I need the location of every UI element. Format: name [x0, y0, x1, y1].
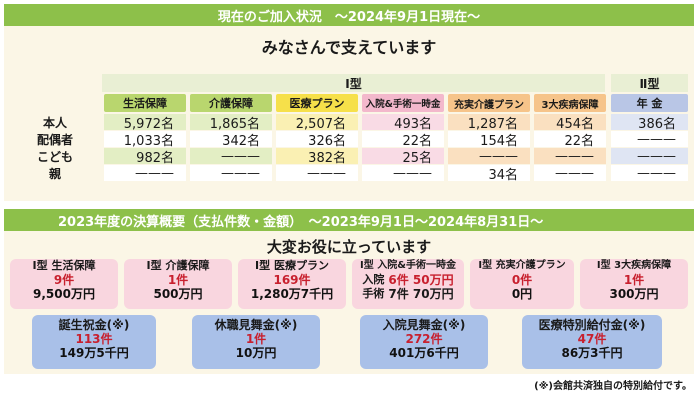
card-count: 169件: [273, 273, 311, 287]
card-count: 272件: [405, 332, 443, 346]
cell-parent-pension: ———: [611, 165, 688, 181]
card-birth-celebration: 誕生祝金(※) 113件 149万5千円: [32, 315, 156, 369]
card-hospital-surgery-lump: Ⅰ型 入院&手術一時金 入院 6件 50万円 手術 7件 70万円: [352, 259, 464, 309]
card-hospital-value: 6件 50万円: [388, 273, 454, 287]
cell-parent-hospital: ———: [362, 165, 444, 181]
card-count: 0件: [511, 273, 533, 287]
type1-header: Ⅰ型: [102, 74, 605, 92]
card-title: Ⅰ型 入院&手術一時金: [360, 260, 456, 271]
card-hospital-line: 入院 6件 50万円: [352, 273, 464, 287]
card-amount: 0円: [511, 287, 533, 301]
membership-status-subtitle: みなさんで支えています: [261, 38, 437, 57]
card-leave-sympathy: 休職見舞金(※) 1件 10万円: [192, 315, 320, 369]
card-amount: 86万3千円: [561, 346, 623, 360]
cell-spouse-hospital: 22名: [362, 131, 444, 149]
card-count: 1件: [623, 273, 645, 287]
card-amount: 10万円: [235, 346, 277, 360]
col-pension: 年 金: [611, 94, 688, 112]
cell-parent-life: ———: [104, 165, 186, 181]
card-title: Ⅰ型 介護保障: [146, 259, 210, 272]
card-three-major-diseases: Ⅰ型 3大疾病保障 1件 300万円: [580, 259, 688, 309]
row-label-parent: 親: [48, 166, 61, 181]
cell-parent-care: ———: [190, 165, 272, 181]
card-title: 誕生祝金(※): [58, 318, 130, 332]
cell-spouse-life: 1,033名: [104, 131, 186, 149]
row-label-spouse: 配偶者: [36, 132, 73, 147]
cell-parent-medical: ———: [276, 165, 358, 181]
cell-self-life: 5,972名: [104, 114, 186, 132]
settlement-summary-subtitle: 大変お役に立っています: [266, 238, 432, 256]
card-amount: 1,280万7千円: [250, 287, 334, 301]
card-title: 休職見舞金(※): [214, 318, 298, 332]
cell-parent-enhanced-care: 34名: [448, 165, 530, 183]
row-label-child: こども: [36, 149, 73, 164]
cell-spouse-enhanced-care: 154名: [448, 131, 530, 149]
col-hospital-surgery-lump: 入院&手術一時金: [362, 94, 444, 112]
col-medical-plan: 医療プラン: [276, 94, 358, 112]
cell-spouse-medical: 326名: [276, 131, 358, 149]
card-amount: 9,500万円: [33, 287, 95, 301]
col-care-protection: 介護保障: [190, 94, 272, 112]
cell-self-hospital: 493名: [362, 114, 444, 132]
card-amount: 401万6千円: [389, 346, 459, 360]
card-title: 医療特別給付金(※): [538, 318, 646, 332]
card-amount: 149万5千円: [59, 346, 129, 360]
card-hospital-label: 入院: [362, 273, 385, 286]
settlement-summary-section: 2023年度の決算概要（支払件数・金額） ～2023年9月1日～2024年8月3…: [4, 209, 694, 374]
cell-self-three-diseases: 454名: [534, 114, 606, 132]
cell-child-care: ———: [190, 148, 272, 164]
cell-self-care: 1,865名: [190, 114, 272, 132]
cell-child-enhanced-care: ———: [448, 148, 530, 164]
card-count: 9件: [53, 273, 75, 287]
card-hospital-sympathy: 入院見舞金(※) 272件 401万6千円: [360, 315, 488, 369]
col-enhanced-care-plan: 充実介護プラン: [448, 94, 530, 112]
col-three-major-diseases: 3大疾病保障: [534, 94, 606, 112]
cell-child-medical: 382名: [276, 148, 358, 166]
card-count: 1件: [167, 273, 189, 287]
row-label-self: 本人: [42, 115, 67, 130]
cell-self-pension: 386名: [611, 114, 688, 132]
cell-spouse-care: 342名: [190, 131, 272, 149]
card-care-protection: Ⅰ型 介護保障 1件 500万円: [124, 259, 232, 309]
cell-spouse-pension: ———: [611, 131, 688, 147]
cell-child-pension: ———: [611, 148, 688, 164]
cell-child-hospital: 25名: [362, 148, 444, 166]
cell-spouse-three-diseases: 22名: [534, 131, 606, 149]
col-life-protection: 生活保障: [104, 94, 186, 112]
cell-self-enhanced-care: 1,287名: [448, 114, 530, 132]
card-enhanced-care-plan: Ⅰ型 充実介護プラン 0件 0円: [470, 259, 574, 309]
cell-parent-three-diseases: ———: [534, 165, 606, 181]
card-surgery-label: 手術: [362, 287, 385, 300]
card-title: Ⅰ型 生活保障: [32, 259, 96, 272]
card-title: 入院見舞金(※): [382, 318, 466, 332]
type2-header: Ⅱ型: [611, 74, 688, 92]
card-title: Ⅰ型 3大疾病保障: [596, 260, 672, 271]
card-medical-special-benefit: 医療特別給付金(※) 47件 86万3千円: [522, 315, 662, 369]
card-life-protection: Ⅰ型 生活保障 9件 9,500万円: [10, 259, 118, 309]
card-surgery-value: 7件 70万円: [388, 287, 454, 301]
card-medical-plan: Ⅰ型 医療プラン 169件 1,280万7千円: [238, 259, 346, 309]
membership-status-section: 現在のご加入状況 ～2024年9月1日現在～ みなさんで支えています Ⅰ型 Ⅱ型…: [4, 4, 694, 201]
cell-child-life: 982名: [104, 148, 186, 166]
cell-self-medical: 2,507名: [276, 114, 358, 132]
card-amount: 500万円: [153, 287, 203, 301]
membership-status-header: 現在のご加入状況 ～2024年9月1日現在～: [4, 4, 694, 26]
card-count: 1件: [245, 332, 267, 346]
card-surgery-line: 手術 7件 70万円: [352, 287, 464, 301]
card-count: 113件: [75, 332, 113, 346]
card-title: Ⅰ型 医療プラン: [255, 259, 329, 272]
cell-child-three-diseases: ———: [534, 148, 606, 164]
card-count: 47件: [577, 332, 607, 346]
card-title: Ⅰ型 充実介護プラン: [478, 260, 566, 271]
card-amount: 300万円: [609, 287, 659, 301]
footnote: (※)会館共済独自の特別給付です。: [534, 381, 692, 392]
settlement-summary-header: 2023年度の決算概要（支払件数・金額） ～2023年9月1日～2024年8月3…: [4, 209, 694, 231]
